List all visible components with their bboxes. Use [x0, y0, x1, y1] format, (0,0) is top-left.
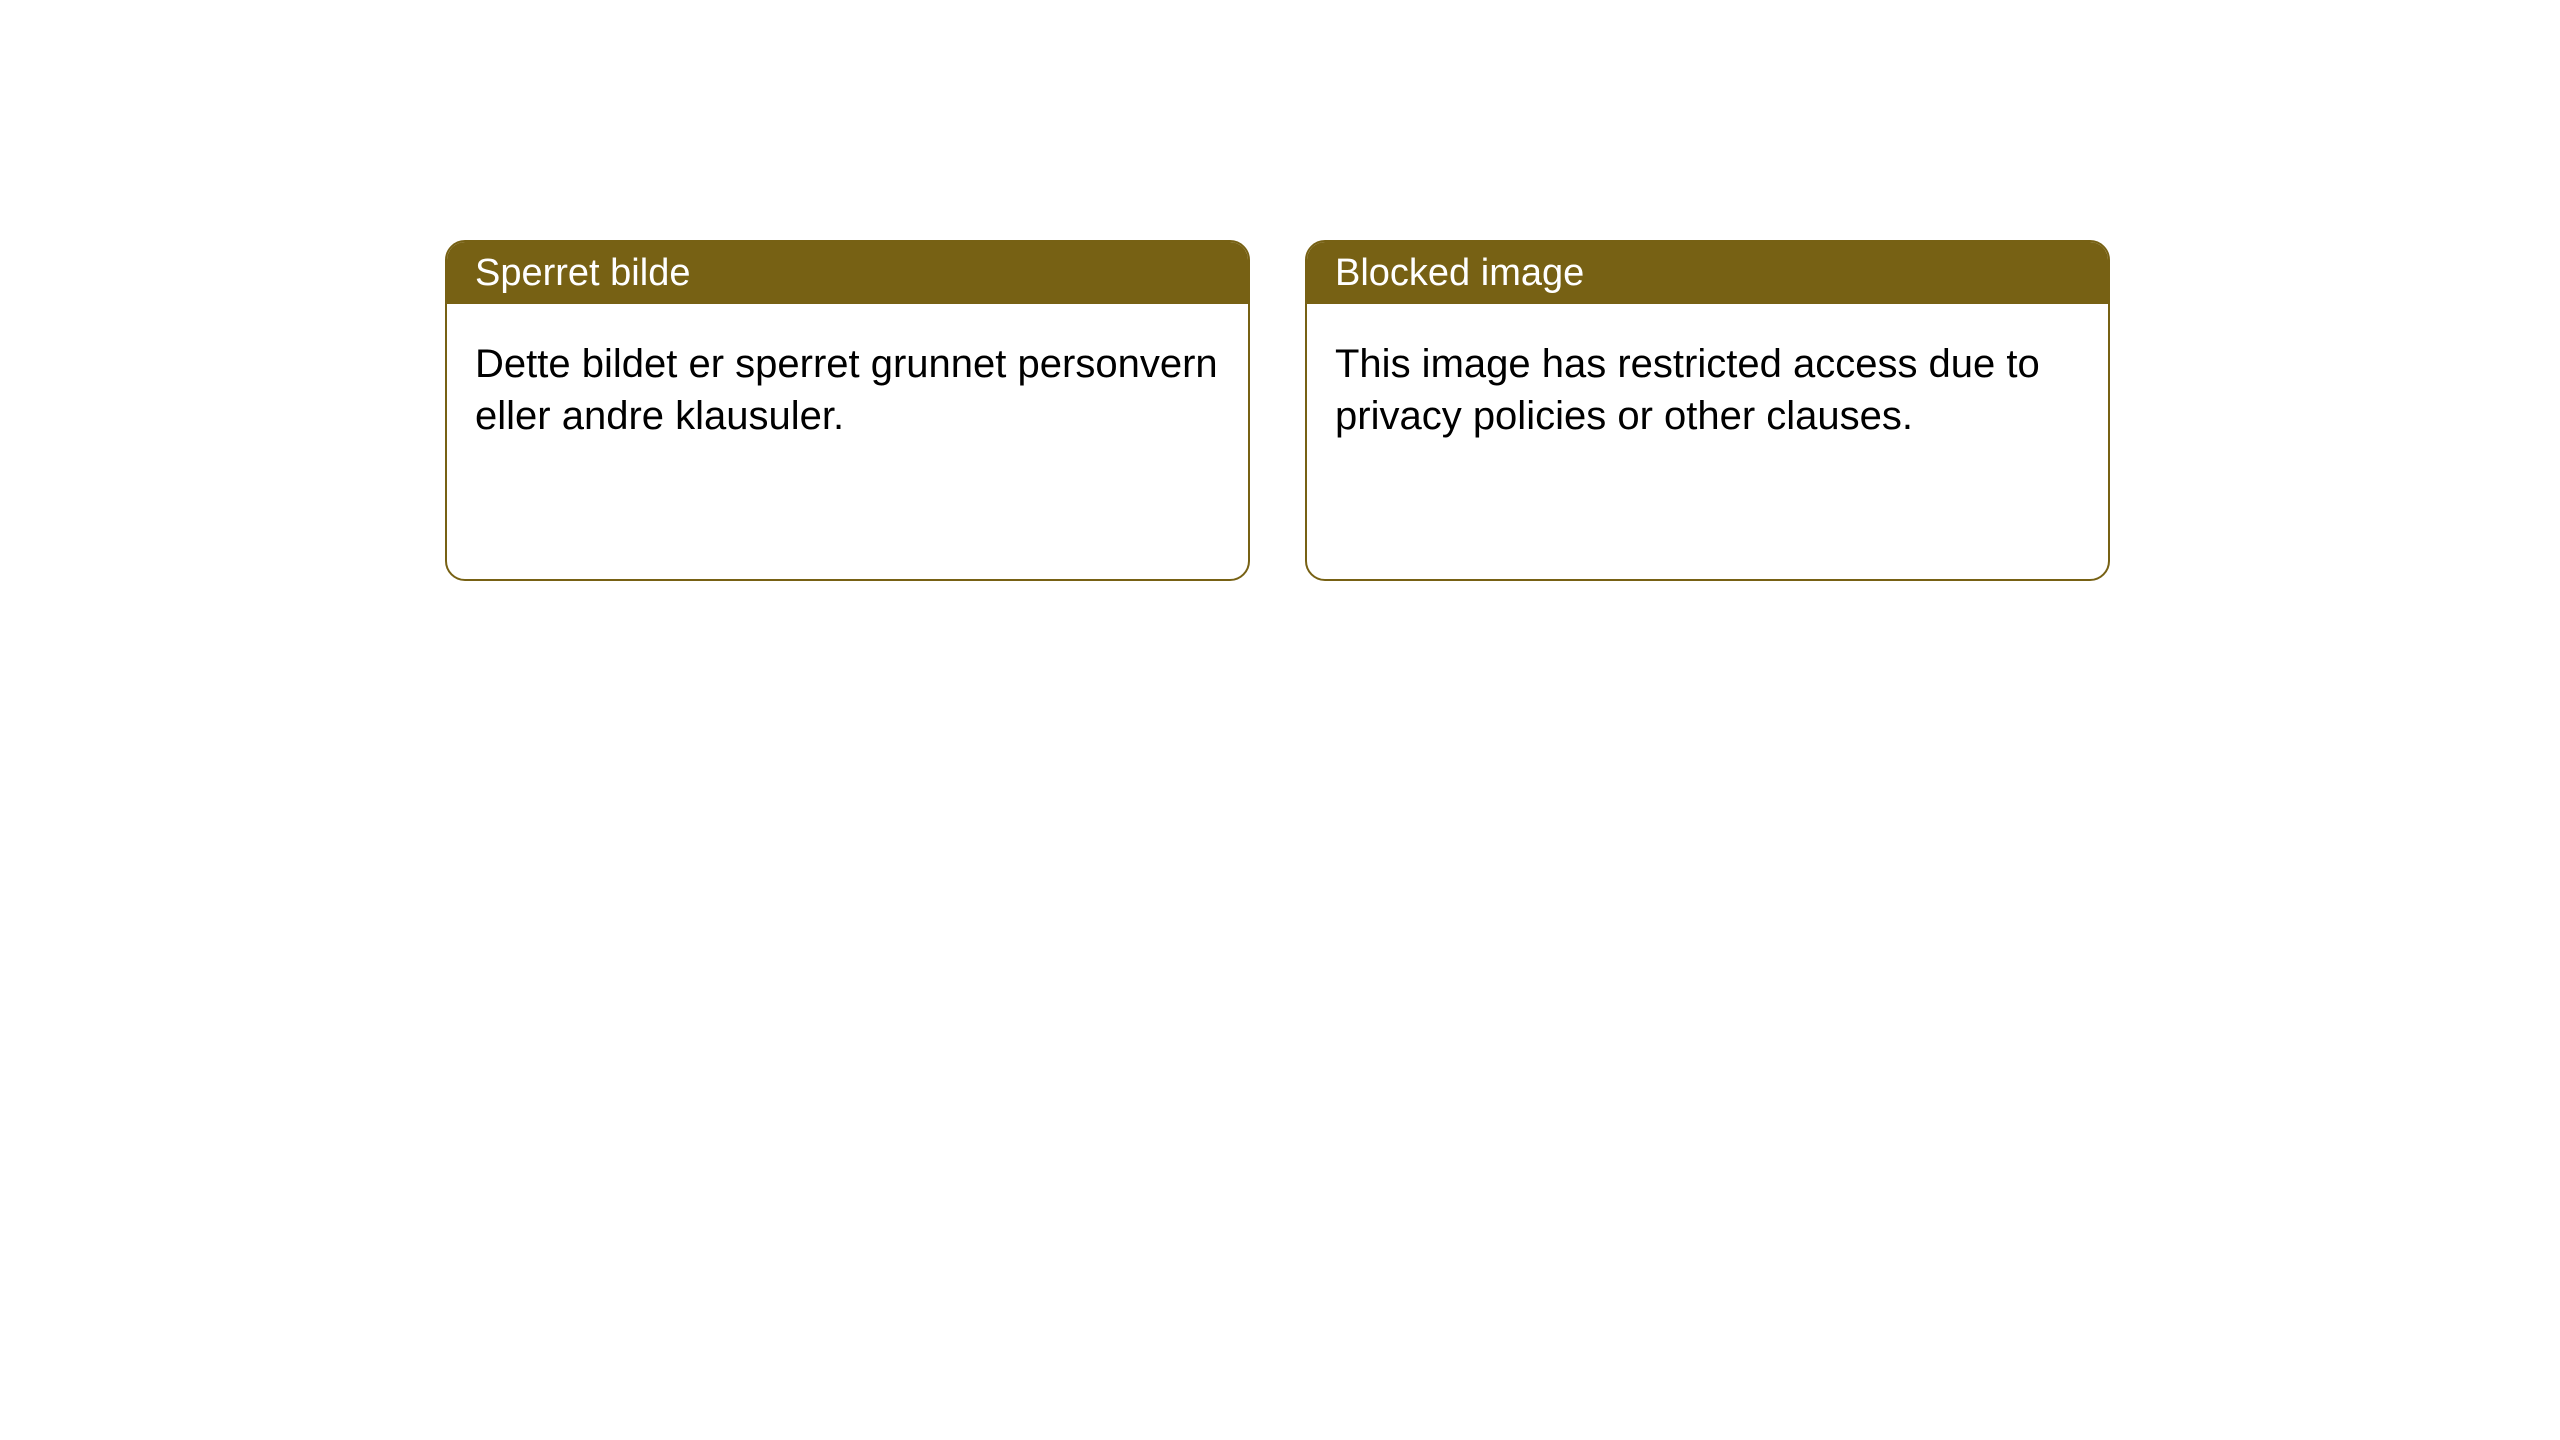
notice-card-no: Sperret bilde Dette bildet er sperret gr… [445, 240, 1250, 581]
notice-container: Sperret bilde Dette bildet er sperret gr… [0, 0, 2560, 581]
notice-card-header: Sperret bilde [447, 242, 1248, 304]
notice-card-text: This image has restricted access due to … [1335, 342, 2040, 438]
notice-card-text: Dette bildet er sperret grunnet personve… [475, 342, 1218, 438]
notice-card-title: Sperret bilde [475, 252, 690, 295]
notice-card-title: Blocked image [1335, 252, 1584, 295]
notice-card-header: Blocked image [1307, 242, 2108, 304]
notice-card-en: Blocked image This image has restricted … [1305, 240, 2110, 581]
notice-card-body: Dette bildet er sperret grunnet personve… [447, 304, 1248, 476]
notice-card-body: This image has restricted access due to … [1307, 304, 2108, 476]
